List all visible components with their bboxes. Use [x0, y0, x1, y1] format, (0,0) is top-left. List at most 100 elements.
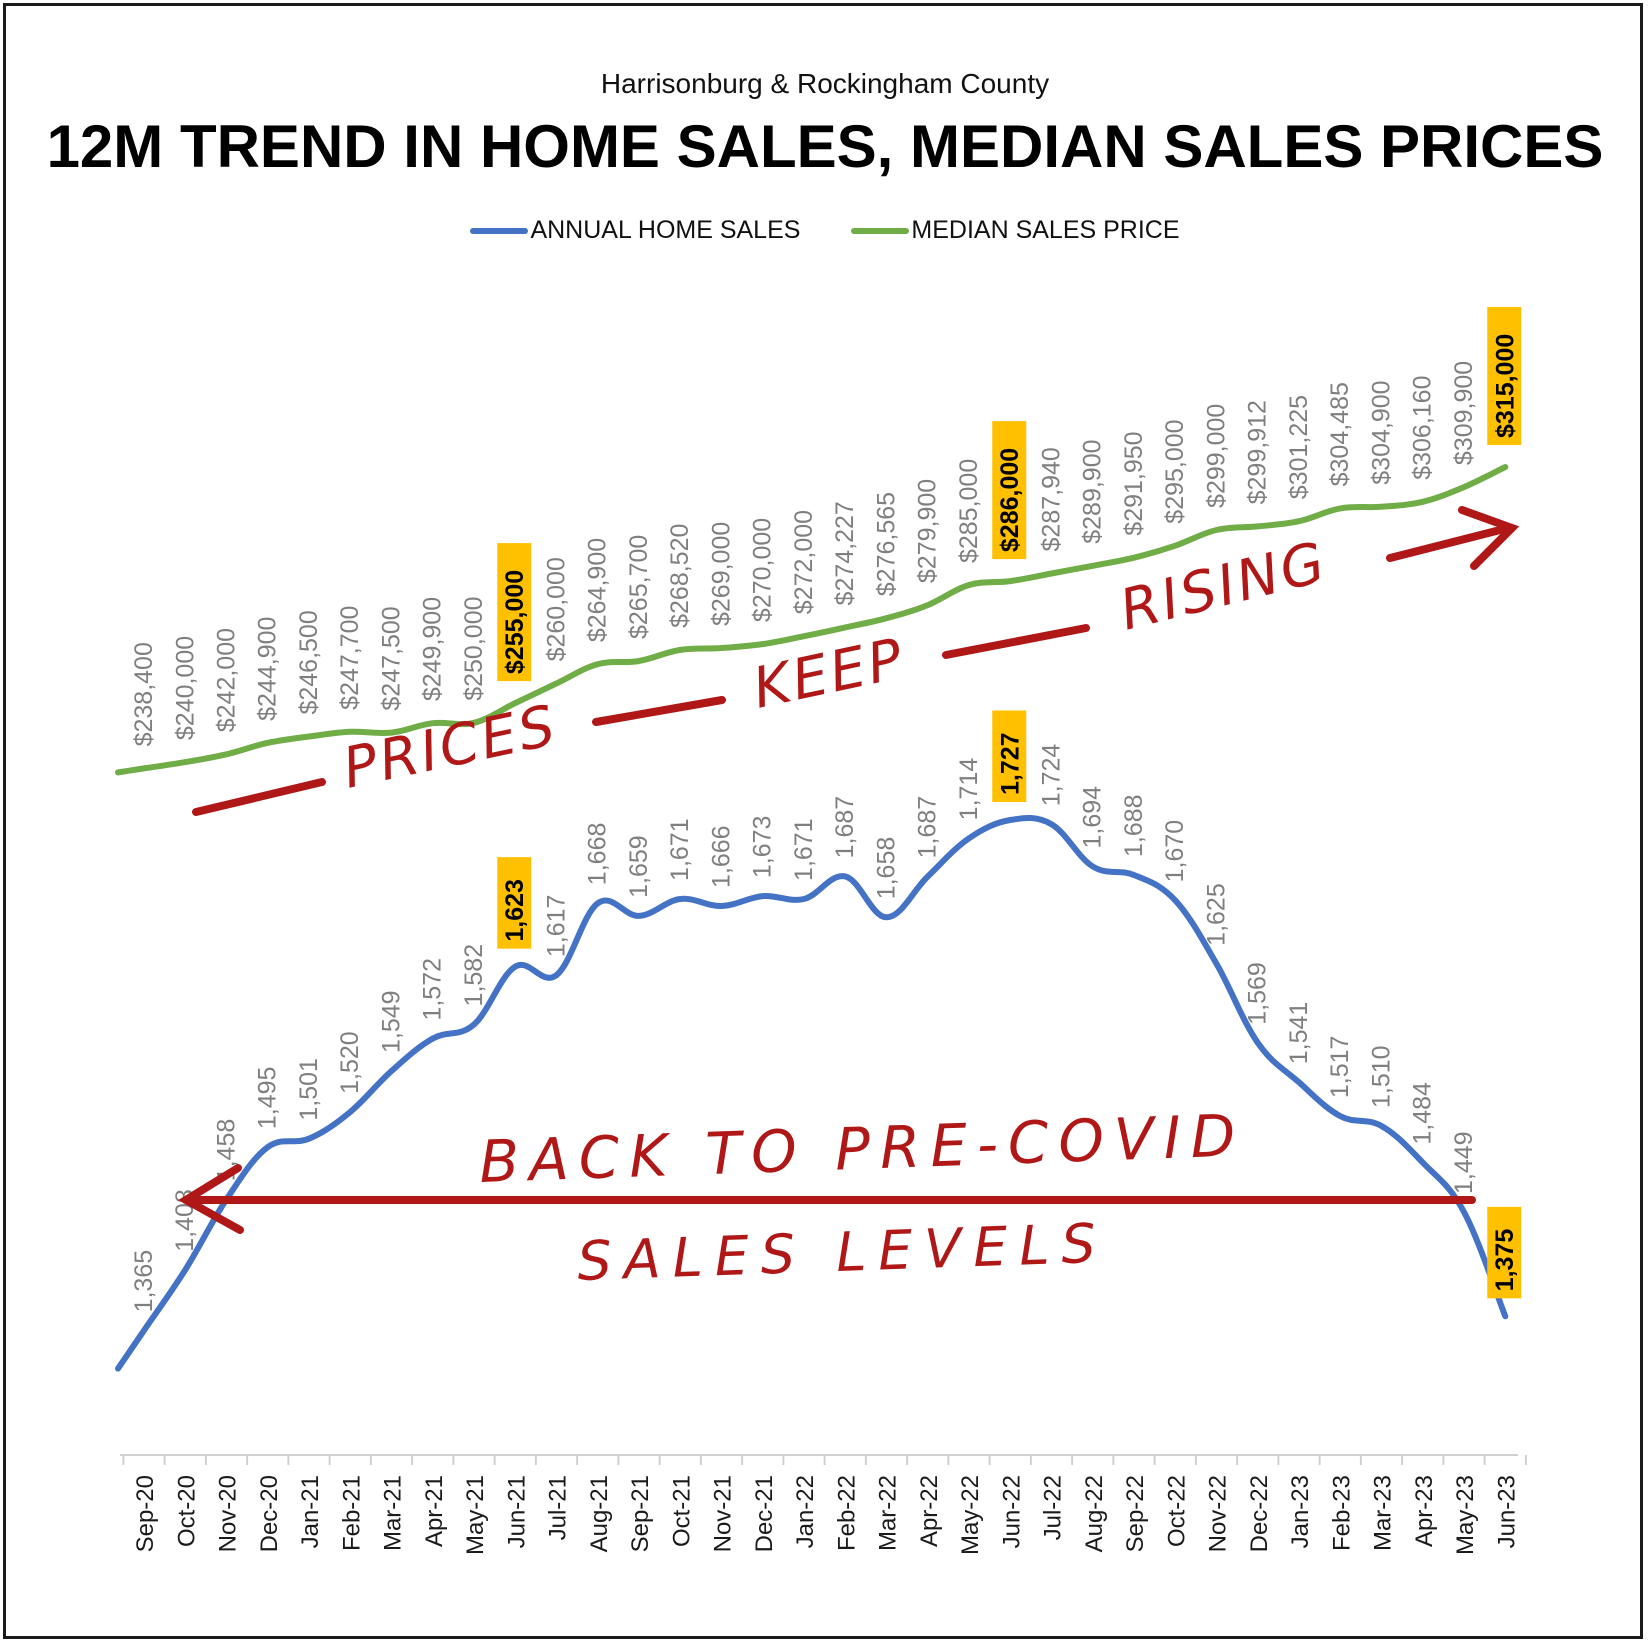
series-line-median-sales-price [115, 464, 1509, 776]
data-label: $299,000 [1203, 404, 1231, 508]
x-tick-label: Dec-20 [256, 1475, 283, 1552]
data-label: 1,727 [996, 732, 1024, 795]
data-label: 1,625 [1203, 883, 1231, 946]
data-label: 1,659 [625, 835, 653, 898]
x-tick-label: Aug-21 [586, 1475, 613, 1552]
annotation-dash [942, 624, 1090, 659]
data-label: $247,700 [336, 606, 364, 710]
series-lines [115, 464, 1509, 1372]
data-label: $274,227 [831, 501, 859, 605]
x-tick-label: Oct-22 [1163, 1475, 1190, 1547]
x-tick-label: Mar-21 [380, 1475, 407, 1551]
x-tick-label: Jul-22 [1040, 1475, 1067, 1540]
data-label: $272,000 [790, 510, 818, 614]
data-label: $249,900 [419, 597, 447, 701]
data-label: $299,912 [1244, 400, 1272, 504]
annotation-dash [592, 696, 726, 726]
x-tick-label: Sep-22 [1122, 1475, 1149, 1552]
data-label: 1,670 [1161, 820, 1189, 883]
x-tick-label: Feb-23 [1328, 1475, 1355, 1551]
data-label: 1,501 [295, 1058, 323, 1121]
x-tick-label: Nov-21 [710, 1475, 737, 1552]
data-label: $289,900 [1079, 439, 1107, 543]
data-label: $240,000 [171, 636, 199, 740]
chart-frame [3, 3, 1643, 1639]
data-label: 1,714 [955, 758, 983, 821]
annotation-arrowhead [178, 1164, 244, 1234]
x-tick-label: Jan-21 [297, 1475, 324, 1548]
x-tick-label: May-22 [957, 1475, 984, 1555]
legend-label-median-price: MEDIAN SALES PRICE [911, 216, 1180, 244]
x-tick-label: Feb-21 [338, 1475, 365, 1551]
data-label: 1,673 [749, 816, 777, 879]
annotation-text-prices: PRICES [337, 693, 563, 802]
data-label: 1,668 [584, 823, 612, 886]
data-label: 1,510 [1368, 1045, 1396, 1108]
data-label: 1,449 [1450, 1131, 1478, 1194]
data-label: 1,687 [831, 796, 859, 859]
x-tick-label: Jun-21 [503, 1475, 530, 1548]
x-tick-label: Apr-22 [916, 1475, 943, 1547]
data-label: 1,666 [708, 825, 736, 888]
data-label: $301,225 [1285, 395, 1313, 499]
data-label: $264,900 [584, 538, 612, 642]
data-label-highlight [992, 710, 1027, 802]
data-label: 1,517 [1326, 1036, 1354, 1099]
x-tick-label: Mar-23 [1370, 1475, 1397, 1551]
data-label: 1,549 [378, 990, 406, 1053]
legend-swatch-median-price [851, 228, 910, 235]
x-tick-label: Nov-20 [215, 1475, 242, 1552]
legend-label-home-sales: ANNUAL HOME SALES [530, 216, 801, 244]
data-label: $244,900 [254, 617, 282, 721]
data-label: 1,572 [419, 958, 447, 1021]
data-label: $306,160 [1409, 376, 1437, 480]
data-label: $270,000 [749, 518, 777, 622]
data-label: 1,541 [1285, 1002, 1313, 1065]
data-label: $247,500 [378, 606, 406, 710]
x-tick-label: Dec-21 [751, 1475, 778, 1552]
data-label: $304,900 [1368, 380, 1396, 484]
data-label: $279,900 [914, 479, 942, 583]
data-label: 1,495 [254, 1067, 282, 1130]
annotation-text-rising: RISING [1114, 530, 1334, 644]
data-label: $304,485 [1326, 382, 1354, 486]
legend-item-home-sales: ANNUAL HOME SALES [470, 216, 800, 245]
data-label-highlight [1487, 307, 1522, 445]
legend-swatch-home-sales [470, 228, 529, 235]
chart-legend: ANNUAL HOME SALES MEDIAN SALES PRICE [0, 216, 1650, 245]
x-tick-label: Jun-22 [998, 1475, 1025, 1548]
data-label: 1,687 [914, 796, 942, 859]
data-label: $238,400 [130, 642, 158, 746]
data-label-highlight [497, 543, 532, 682]
x-tick-label: May-23 [1452, 1475, 1479, 1555]
data-label: 1,671 [666, 818, 694, 881]
x-tick-label: Oct-20 [173, 1475, 200, 1547]
data-label-highlight [497, 857, 532, 949]
data-label: 1,694 [1079, 786, 1107, 849]
data-label: $287,940 [1038, 447, 1066, 551]
annotation-dash [192, 778, 326, 816]
x-tick-label: Sep-21 [627, 1475, 654, 1552]
chart-subtitle: Harrisonburg & Rockingham County [600, 68, 1050, 99]
chart-title: 12M TREND IN HOME SALES, MEDIAN SALES PR… [46, 113, 1604, 180]
x-tick-label: Feb-22 [833, 1475, 860, 1551]
data-label: $268,520 [666, 524, 694, 628]
data-label: 1,671 [790, 818, 818, 881]
x-tick-label: Jan-23 [1287, 1475, 1314, 1548]
x-tick-label: Nov-22 [1205, 1475, 1232, 1552]
x-tick-label: Apr-23 [1411, 1475, 1438, 1547]
data-label-highlight [1487, 1206, 1522, 1299]
annotation-text-back-to-pre-covid: BACK TO PRE-COVID [478, 1101, 1246, 1196]
data-label: 1,582 [460, 944, 488, 1007]
data-label: $242,000 [213, 628, 241, 732]
data-label: $276,565 [873, 492, 901, 596]
data-label-highlight [992, 421, 1027, 560]
data-label: 1,617 [543, 895, 571, 958]
data-label: $285,000 [955, 459, 983, 563]
data-label: $255,000 [501, 570, 529, 674]
data-label: 1,484 [1409, 1082, 1437, 1145]
annotation-text-sales-levels: SALES LEVELS [576, 1212, 1108, 1293]
x-tick-label: Dec-22 [1246, 1475, 1273, 1552]
data-label: $291,950 [1120, 431, 1148, 535]
